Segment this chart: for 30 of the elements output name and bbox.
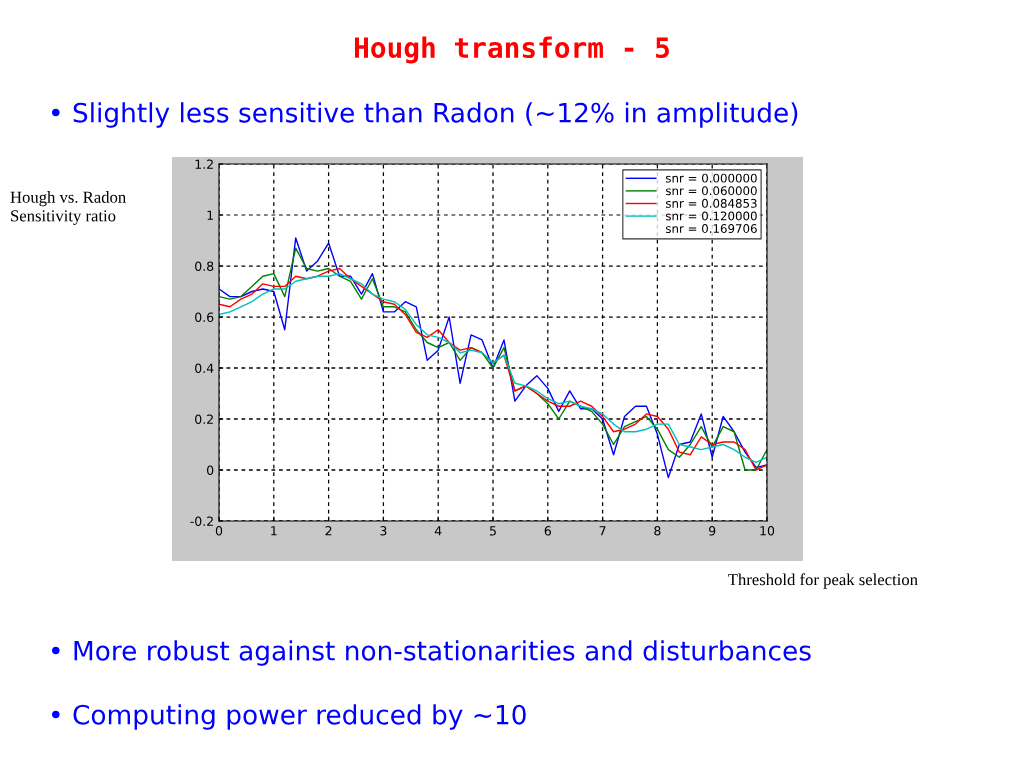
- legend-label: snr = 0.084853: [665, 198, 757, 208]
- chart-title: Hough transform - 5: [354, 36, 669, 64]
- x-tick-label: 4: [434, 526, 442, 536]
- x-tick-label: 3: [380, 526, 387, 536]
- legend-label: snr = 0.120000: [665, 211, 757, 221]
- y-axis-title: Hough vs. Radon Sensitivity ratio: [10, 191, 126, 225]
- y-tick-label: 0.2: [195, 414, 213, 424]
- x-tick-label: 9: [709, 526, 716, 536]
- text: • More robust against non-stationarities and disturbances: [51, 640, 811, 666]
- x-axis-title: Threshold for peak selection: [728, 573, 918, 589]
- legend-label: snr = 0.060000: [665, 186, 757, 196]
- x-tick-label: 6: [544, 526, 551, 536]
- y-tick-label: 1: [207, 210, 213, 220]
- x-tick-label: 8: [654, 526, 661, 536]
- y-tick-label: 0: [207, 465, 214, 475]
- x-tick-label: 2: [325, 526, 332, 536]
- x-tick-label: 5: [489, 526, 496, 536]
- legend-label: snr = 0.000000: [665, 173, 757, 183]
- text: • Computing power reduced by ~10: [51, 704, 526, 730]
- text: • Slightly less sensitive than Radon (~12% in amplitude): [51, 102, 798, 128]
- y-tick-label: -0.2: [190, 516, 213, 526]
- y-tick-label: 0.6: [195, 312, 214, 322]
- y-tick-label: 1.2: [195, 159, 213, 169]
- x-tick-label: 1: [271, 526, 277, 536]
- y-tick-label: 0.8: [195, 261, 214, 271]
- x-tick-label: 10: [760, 526, 775, 536]
- x-tick-label: 7: [599, 526, 606, 536]
- x-tick-label: 0: [215, 526, 223, 536]
- text: snr = 0.169706: [665, 224, 757, 234]
- y-tick-label: 0.4: [195, 363, 214, 373]
